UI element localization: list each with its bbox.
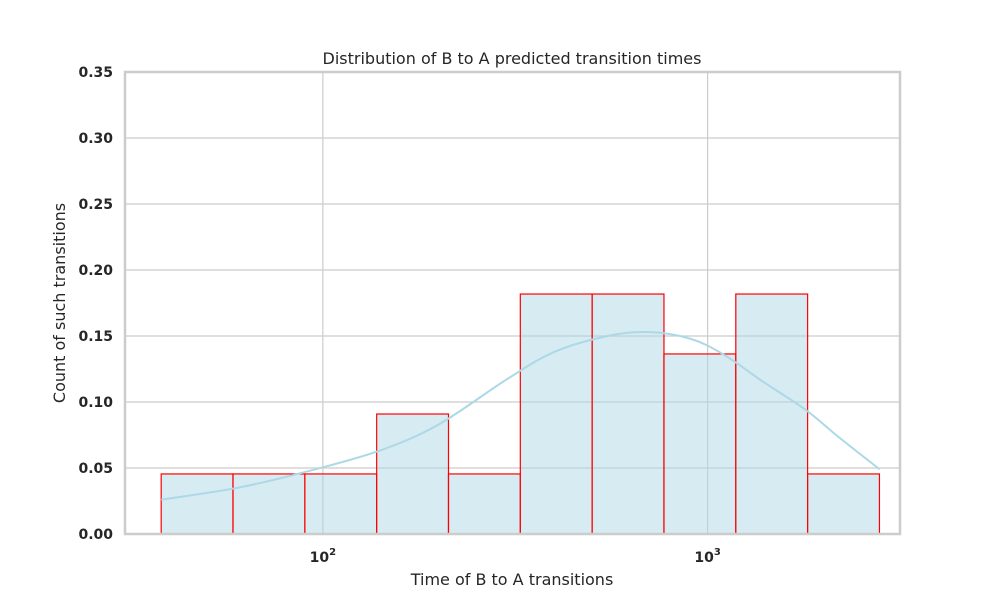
y-tick-label: 0.20 [78, 263, 113, 279]
y-tick-label: 0.30 [78, 131, 113, 147]
x-tick-label: 103 [694, 547, 720, 566]
y-tick-label: 0.15 [78, 329, 113, 345]
x-axis-label: Time of B to A transitions [410, 570, 614, 589]
histogram-bar [591, 293, 665, 535]
kde-curve-layer [161, 330, 881, 501]
histogram-bar [519, 293, 593, 535]
histogram-bar [304, 473, 378, 535]
histogram-bar [807, 473, 881, 535]
x-tick-labels: 102 103 [310, 547, 721, 566]
y-tick-label: 0.35 [78, 65, 113, 81]
chart-title: Distribution of B to A predicted transit… [323, 49, 702, 68]
histogram-bar [735, 293, 809, 535]
y-tick-label: 0.05 [78, 461, 113, 477]
y-tick-label: 0.10 [78, 395, 113, 411]
histogram-bar [376, 413, 450, 535]
histogram-bar [160, 473, 234, 535]
histogram-bar [663, 353, 737, 535]
plot-frame [123, 70, 902, 536]
y-tick-label: 0.00 [78, 527, 113, 543]
y-axis-label: Count of such transitions [50, 203, 69, 403]
kde-curve [161, 330, 881, 501]
grid-lines [125, 72, 900, 534]
x-tick-label: 102 [310, 547, 336, 566]
histogram-bar [232, 473, 306, 535]
y-tick-label: 0.25 [78, 197, 113, 213]
y-tick-labels: 0.00 0.05 0.10 0.15 0.20 0.25 0.30 0.35 [78, 65, 113, 543]
histogram-bar [447, 473, 521, 535]
histogram-bars [160, 293, 881, 535]
